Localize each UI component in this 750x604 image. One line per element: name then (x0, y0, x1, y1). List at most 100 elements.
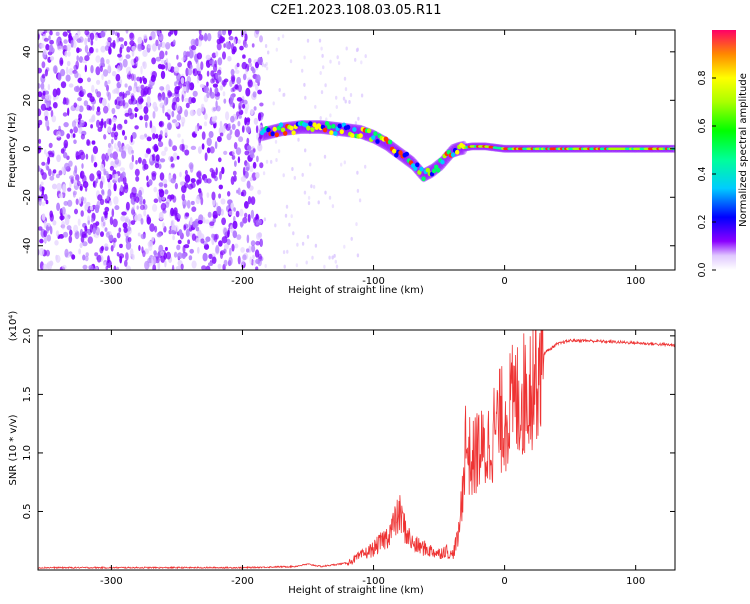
noise-blob (139, 115, 144, 121)
noise-blob (95, 266, 98, 270)
x-tick-label: 100 (626, 276, 645, 287)
faint-blob (301, 68, 304, 73)
noise-blob (125, 252, 129, 261)
noise-blob (113, 88, 119, 94)
noise-blob (135, 176, 140, 182)
peak-core (450, 152, 456, 158)
noise-blob (62, 152, 68, 159)
noise-blob (125, 201, 130, 211)
noise-blob (78, 91, 84, 97)
noise-blob (38, 83, 41, 89)
noise-blob (74, 70, 79, 79)
noise-blob (242, 73, 247, 81)
noise-blob (233, 38, 237, 46)
noise-blob (72, 133, 76, 138)
noise-blob (241, 189, 247, 197)
noise-blob (184, 109, 189, 118)
noise-blob (72, 190, 77, 196)
noise-blob (232, 170, 237, 176)
noise-blob (137, 95, 144, 105)
noise-blob (49, 260, 54, 267)
noise-blob (142, 77, 148, 85)
noise-blob (194, 218, 200, 227)
noise-blob (176, 244, 181, 251)
noise-blob (170, 163, 175, 168)
noise-blob (215, 244, 220, 254)
peak-core (375, 139, 380, 144)
noise-blob (111, 138, 114, 145)
snr-ylabel: SNR (10 * v/v) (8, 414, 19, 485)
noise-blob (103, 211, 109, 216)
noise-blob (102, 69, 109, 77)
noise-blob (139, 204, 145, 211)
noise-blob (237, 156, 241, 164)
faint-blob (304, 95, 307, 100)
noise-blob (90, 267, 96, 270)
noise-blob (176, 54, 179, 60)
faint-blob (270, 159, 273, 164)
noise-blob (134, 113, 138, 118)
noise-blob (79, 242, 83, 249)
peak-core (289, 125, 294, 131)
noise-blob (145, 121, 148, 128)
noise-blob (183, 224, 187, 231)
noise-blob (157, 43, 161, 51)
faint-blob (274, 139, 278, 144)
noise-blob (75, 198, 79, 205)
noise-blob (120, 215, 126, 222)
noise-blob (191, 233, 196, 241)
noise-blob (187, 183, 194, 190)
noise-blob (167, 90, 172, 99)
noise-blob (111, 70, 117, 77)
colorbar-tick-label: 0.6 (697, 118, 708, 133)
peak-core (270, 131, 275, 137)
noise-blob (189, 109, 196, 117)
noise-blob (79, 119, 85, 127)
noise-blob (69, 175, 75, 180)
noise-blob (240, 221, 244, 228)
faint-blob (290, 214, 293, 219)
noise-blob (40, 43, 45, 49)
noise-blob (176, 96, 180, 103)
noise-blob (118, 37, 124, 42)
noise-blob (55, 254, 58, 261)
noise-blob (89, 46, 94, 54)
faint-blob (350, 236, 353, 241)
faint-blob (297, 137, 300, 142)
noise-blob (74, 208, 78, 215)
noise-blob (87, 220, 90, 225)
noise-blob (181, 94, 184, 103)
noise-blob (71, 120, 77, 128)
noise-blob (179, 181, 185, 186)
noise-blob (214, 234, 218, 243)
noise-blob (124, 182, 129, 190)
noise-blob (199, 84, 205, 88)
noise-blob (52, 102, 58, 109)
noise-blob (218, 157, 222, 163)
noise-blob (56, 37, 61, 47)
noise-blob (247, 57, 252, 64)
noise-blob (138, 245, 141, 251)
noise-blob (113, 196, 119, 205)
faint-blob (277, 36, 280, 41)
noise-blob (209, 60, 213, 65)
noise-blob (116, 232, 121, 239)
noise-blob (105, 155, 109, 162)
noise-blob (181, 193, 186, 201)
noise-blob (100, 31, 106, 38)
noise-blob (111, 127, 116, 132)
noise-blob (237, 39, 241, 44)
noise-blob (39, 247, 45, 256)
noise-blob (49, 56, 55, 61)
noise-blob (187, 239, 191, 245)
peak-core (329, 130, 334, 136)
noise-blob (108, 118, 112, 126)
faint-blob (331, 255, 334, 260)
peak-core (398, 150, 403, 156)
noise-blob (234, 160, 237, 167)
noise-blob (190, 200, 195, 206)
noise-blob (84, 255, 89, 262)
noise-blob (209, 91, 215, 99)
noise-blob (249, 165, 254, 172)
